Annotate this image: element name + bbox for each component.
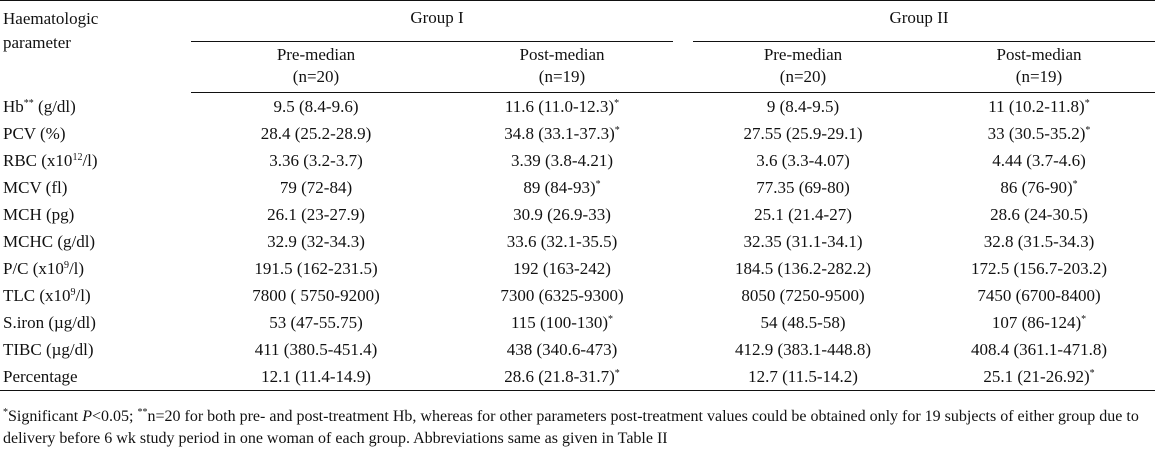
value-cell: 28.4 (25.2-28.9) xyxy=(260,124,372,143)
param-cell: TIBC (µg/dl) xyxy=(3,340,94,359)
table-row: P/C (x109/l) 191.5 (162-231.5) 192 (163-24… xyxy=(0,255,1155,282)
value-cell: 25.1 (21.4-27) xyxy=(754,205,852,224)
table-body: Hb** (g/dl) 9.5 (8.4-9.6) 11.6 (11.0-12.3)… xyxy=(0,93,1155,391)
value-cell: 408.4 (361.1-471.8) xyxy=(971,340,1107,359)
value-cell: 3.36 (3.2-3.7) xyxy=(269,151,363,170)
value-cell: 33.6 (32.1-35.5) xyxy=(506,232,618,251)
value-cell: 3.6 (3.3-4.07) xyxy=(756,151,850,170)
value-cell: 26.1 (23-27.9) xyxy=(267,205,365,224)
group-2-header: Group II xyxy=(683,1,1155,42)
value-cell: 192 (163-242) xyxy=(513,259,611,278)
value-cell: 11.6 (11.0-12.3)* xyxy=(504,97,620,116)
param-cell: MCHC (g/dl) xyxy=(3,232,96,251)
value-cell: 30.9 (26.9-33) xyxy=(513,205,611,224)
value-cell: 32.8 (31.5-34.3) xyxy=(983,232,1095,251)
param-cell: Hb** (g/dl) xyxy=(3,96,76,116)
value-cell: 11 (10.2-11.8)* xyxy=(988,97,1090,116)
value-cell: 7800 ( 5750-9200) xyxy=(252,286,380,305)
table-row: PCV (%) 28.4 (25.2-28.9) 34.8 (33.1-37.3)*… xyxy=(0,120,1155,147)
table-row: TIBC (µg/dl) 411 (380.5-451.4) 438 (340.6-… xyxy=(0,336,1155,363)
table-footnote: *Significant P<0.05; **n=20 for both pre… xyxy=(3,407,1139,448)
value-cell: 12.1 (11.4-14.9) xyxy=(191,363,441,391)
value-cell: 53 (47-55.75) xyxy=(269,313,363,332)
param-cell: PCV (%) xyxy=(3,124,66,143)
haematologic-table: Haematologic parameter Group I Group II … xyxy=(0,0,1155,391)
value-cell: 184.5 (136.2-282.2) xyxy=(735,259,871,278)
param-column-header: Haematologic parameter xyxy=(0,1,191,93)
header-row-groups: Haematologic parameter Group I Group II xyxy=(0,0,1155,52)
value-cell: 412.9 (383.1-448.8) xyxy=(735,340,871,359)
value-cell: 79 (72-84) xyxy=(279,178,353,197)
table-row: TLC (x109/l) 7800 ( 5750-9200) 7300 (6325-… xyxy=(0,282,1155,309)
value-cell: 191.5 (162-231.5) xyxy=(254,259,378,278)
footnote-p-italic: P xyxy=(82,408,92,425)
table-row: MCV (fl) 79 (72-84) 89 (84-93)* 77.35 (69-8… xyxy=(0,174,1155,201)
param-cell: S.iron (µg/dl) xyxy=(3,313,96,332)
value-cell: 34.8 (33.1-37.3)* xyxy=(504,124,620,143)
table-row: MCH (pg) 26.1 (23-27.9) 30.9 (26.9-33) 25.1… xyxy=(0,201,1155,228)
param-header-line1: Haematologic xyxy=(3,9,99,28)
table-row: Hb** (g/dl) 9.5 (8.4-9.6) 11.6 (11.0-12.3)… xyxy=(0,93,1155,121)
param-cell: MCH (pg) xyxy=(3,205,75,224)
group-1-header: Group I xyxy=(191,1,683,42)
value-cell: 32.35 (31.1-34.1) xyxy=(743,232,863,251)
param-cell: P/C (x109/l) xyxy=(3,259,85,278)
value-cell: 32.9 (32-34.3) xyxy=(267,232,365,251)
footnote-sup2: ** xyxy=(137,407,148,418)
value-cell: 107 (86-124)* xyxy=(991,313,1087,332)
value-cell: 411 (380.5-451.4) xyxy=(254,340,378,359)
param-cell: Percentage xyxy=(0,363,191,391)
value-cell: 8050 (7250-9500) xyxy=(741,286,865,305)
value-cell: 7300 (6325-9300) xyxy=(500,286,624,305)
value-cell: 54 (48.5-58) xyxy=(760,313,846,332)
value-cell: 86 (76-90)* xyxy=(1000,178,1078,197)
table-row: RBC (x1012/l) 3.36 (3.2-3.7) 3.39 (3.8-4.2… xyxy=(0,147,1155,174)
table-row: Percentage 12.1 (11.4-14.9) 28.6 (21.8-31.… xyxy=(0,363,1155,391)
value-cell: 4.44 (3.7-4.6) xyxy=(992,151,1086,170)
value-cell: 28.6 (24-30.5) xyxy=(990,205,1088,224)
value-cell: 77.35 (69-80) xyxy=(756,178,850,197)
group-2-title: Group II xyxy=(889,8,949,27)
param-header-line2: parameter xyxy=(3,33,71,52)
param-cell: RBC (x1012/l) xyxy=(3,151,98,170)
value-cell: 9 (8.4-9.5) xyxy=(766,97,840,116)
param-cell: TLC (x109/l) xyxy=(3,286,91,305)
value-cell: 9.5 (8.4-9.6) xyxy=(273,97,359,116)
g1-pre-header: Pre-median (n=20) xyxy=(191,41,441,93)
value-cell: 33 (30.5-35.2)* xyxy=(987,124,1091,143)
header-row-subcols: Pre-median (n=20) Post-median (n=19) Pre-m… xyxy=(0,41,1155,93)
value-cell: 172.5 (156.7-203.2) xyxy=(971,259,1107,278)
results-table-container: Haematologic parameter Group I Group II … xyxy=(0,0,1155,391)
table-row: MCHC (g/dl) 32.9 (32-34.3) 33.6 (32.1-35.5… xyxy=(0,228,1155,255)
value-cell: 438 (340.6-473) xyxy=(506,340,618,359)
group-1-title: Group I xyxy=(410,8,464,27)
param-cell: MCV (fl) xyxy=(3,178,68,197)
value-cell: 89 (84-93)* xyxy=(523,178,601,197)
footnote-sup1: * xyxy=(3,407,8,418)
g2-pre-header: Pre-median (n=20) xyxy=(683,41,923,93)
g2-post-header: Post-median (n=19) xyxy=(923,41,1155,93)
value-cell: 25.1 (21-26.92)* xyxy=(923,363,1155,391)
table-row: S.iron (µg/dl) 53 (47-55.75) 115 (100-130)… xyxy=(0,309,1155,336)
value-cell: 27.55 (25.9-29.1) xyxy=(743,124,863,143)
value-cell: 28.6 (21.8-31.7)* xyxy=(441,363,683,391)
value-cell: 3.39 (3.8-4.21) xyxy=(511,151,613,170)
value-cell: 115 (100-130)* xyxy=(510,313,614,332)
value-cell: 12.7 (11.5-14.2) xyxy=(683,363,923,391)
value-cell: 7450 (6700-8400) xyxy=(977,286,1101,305)
g1-post-header: Post-median (n=19) xyxy=(441,41,683,93)
